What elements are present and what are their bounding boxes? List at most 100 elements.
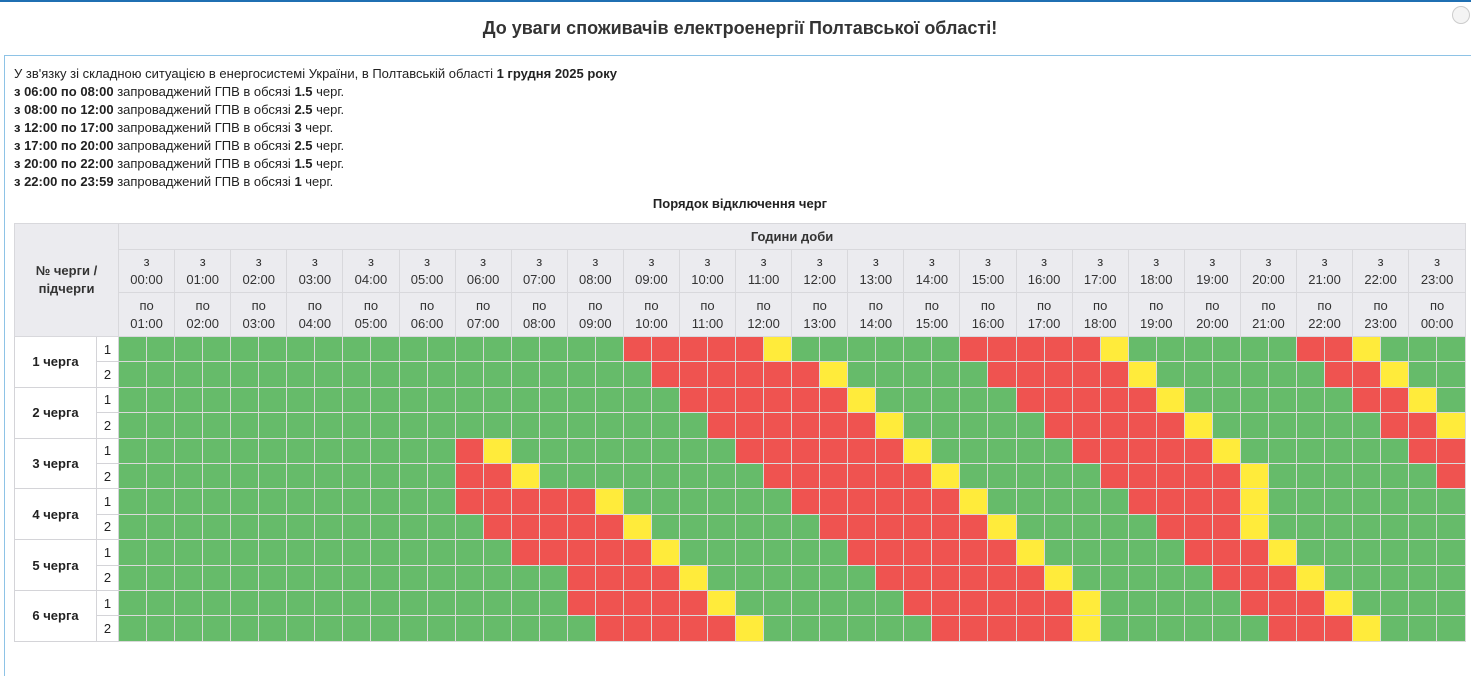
slot-on — [258, 335, 288, 363]
hour-to-header: по 11:00 — [678, 292, 737, 337]
slot-off — [763, 412, 793, 439]
slot-on — [1436, 615, 1466, 642]
slot-off — [1183, 462, 1213, 490]
slot-on — [258, 539, 288, 566]
slot-on — [370, 513, 400, 541]
slot-off — [622, 539, 652, 566]
slot-possible — [1127, 361, 1157, 388]
slot-on — [1071, 488, 1101, 515]
slot-off — [1267, 589, 1298, 617]
slot-on — [1380, 513, 1410, 541]
slot-off — [678, 361, 709, 388]
slot-on — [342, 488, 372, 515]
slot-off — [847, 488, 877, 515]
hour-from-header: з 12:00 — [791, 249, 849, 293]
slot-on — [735, 589, 765, 617]
hours-header: Години доби — [118, 223, 1466, 250]
hour-from-header: з 17:00 — [1071, 249, 1129, 293]
notice-unit: черг. — [312, 156, 345, 171]
slot-on — [174, 412, 204, 439]
slot-off — [959, 589, 989, 617]
slot-on — [342, 615, 372, 642]
slot-on — [1211, 412, 1241, 439]
slot-on — [735, 564, 765, 591]
slot-on — [1380, 488, 1410, 515]
slot-off — [1155, 513, 1185, 541]
slot-off — [1127, 462, 1157, 490]
slot-on — [1295, 539, 1326, 566]
outage-schedule-table: № черги / підчерги Години доби з 00:00 з 01:… — [13, 223, 1466, 642]
slot-on — [370, 462, 400, 490]
slot-on — [538, 589, 568, 617]
slot-off — [903, 589, 933, 617]
slot-off — [510, 539, 540, 566]
slot-on — [1436, 539, 1466, 566]
slot-off — [1043, 386, 1073, 414]
slot-on — [426, 412, 456, 439]
slot-off — [1155, 412, 1185, 439]
slot-off — [1099, 361, 1129, 388]
slot-off — [735, 335, 765, 363]
notice-period: з 08:00 по 12:00 — [14, 102, 114, 117]
slot-off — [678, 615, 709, 642]
slot-possible — [707, 589, 737, 617]
slot-on — [1436, 361, 1466, 388]
slot-on — [118, 564, 148, 591]
slot-on — [342, 335, 372, 363]
slot-on — [847, 589, 877, 617]
slot-on — [1015, 412, 1045, 439]
slot-off — [1408, 412, 1438, 439]
slot-on — [566, 462, 596, 490]
slot-off — [1071, 361, 1101, 388]
slot-on — [230, 386, 260, 414]
slot-off — [819, 513, 849, 541]
slot-on — [1239, 615, 1269, 642]
table-row: 2 — [15, 412, 1466, 439]
slot-on — [847, 615, 877, 642]
outage-notice: У зв'язку зі складною ситуацією в енерго… — [14, 65, 617, 191]
slot-on — [370, 488, 400, 515]
slot-on — [847, 361, 877, 388]
slot-on — [314, 589, 344, 617]
slot-on — [482, 386, 512, 414]
slot-off — [903, 564, 933, 591]
slot-on — [454, 412, 484, 439]
slot-on — [903, 412, 933, 439]
hour-from-header: з 11:00 — [735, 249, 793, 293]
slot-on — [1295, 437, 1326, 464]
notice-text: запроваджений ГПВ в обсязі — [113, 174, 295, 189]
slot-on — [454, 589, 484, 617]
slot-off — [1352, 386, 1382, 414]
slot-on — [146, 488, 176, 515]
hour-to-header: по 15:00 — [903, 292, 961, 337]
slot-on — [566, 615, 596, 642]
slot-on — [1436, 335, 1466, 363]
slot-on — [959, 437, 989, 464]
hour-to-header: по 14:00 — [847, 292, 905, 337]
notice-period: з 20:00 по 22:00 — [14, 156, 114, 171]
slot-on — [202, 361, 232, 388]
circle-icon[interactable] — [1452, 6, 1470, 24]
slot-on — [482, 412, 512, 439]
slot-on — [230, 335, 260, 363]
slot-on — [230, 488, 260, 515]
slot-off — [931, 615, 961, 642]
slot-off — [987, 589, 1017, 617]
subqueue-number: 2 — [96, 615, 120, 642]
slot-on — [146, 539, 176, 566]
slot-on — [286, 539, 316, 566]
table-row: 5 черга 1 — [13, 539, 1466, 591]
slot-on — [1408, 589, 1438, 617]
slot-off — [1324, 615, 1354, 642]
slot-on — [426, 386, 456, 414]
slot-off — [903, 488, 933, 515]
hour-to-header: по 13:00 — [791, 292, 849, 337]
slot-off — [1071, 386, 1101, 414]
slot-on — [314, 462, 344, 490]
slot-on — [1015, 488, 1045, 515]
slot-on — [791, 564, 821, 591]
slot-on — [1267, 335, 1298, 363]
slot-on — [1071, 462, 1101, 490]
slot-on — [510, 615, 540, 642]
slot-on — [931, 335, 961, 363]
